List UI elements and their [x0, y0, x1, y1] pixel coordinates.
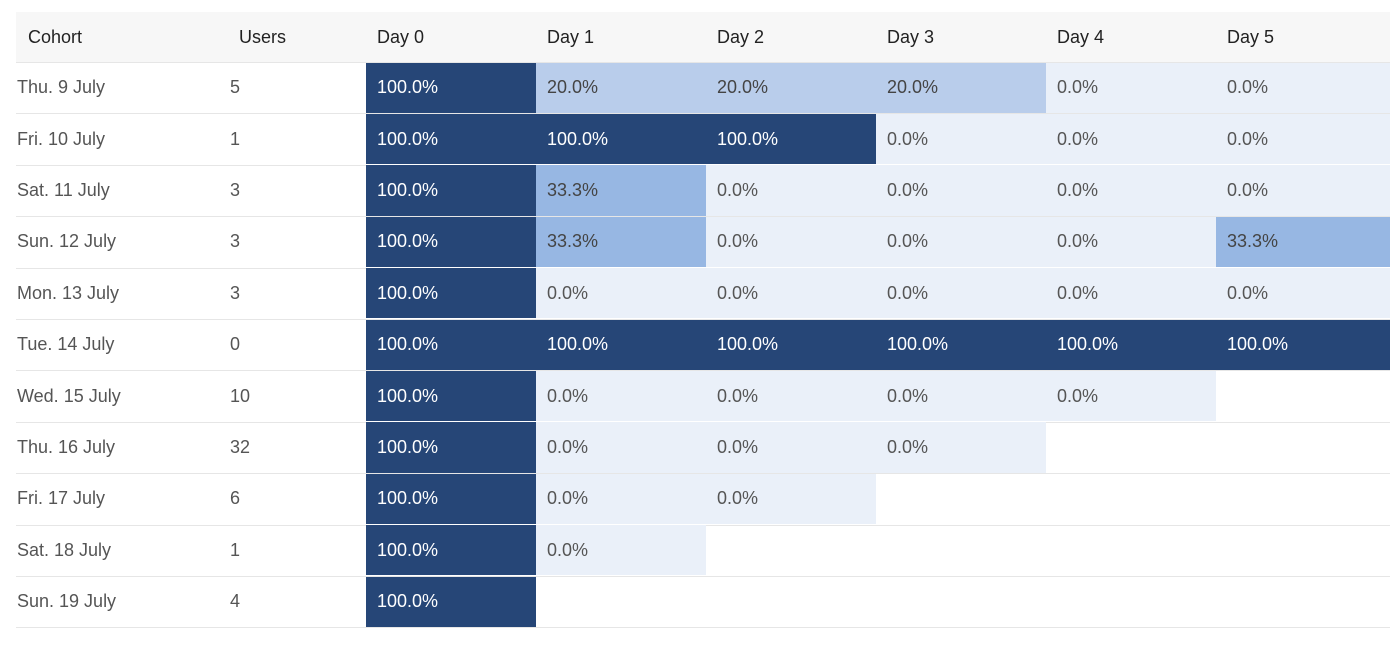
retention-cell: 33.3% — [536, 165, 706, 216]
user-count: 32 — [230, 436, 251, 457]
user-count: 0 — [230, 334, 241, 355]
row-divider — [16, 627, 1390, 629]
column-header: Users — [239, 26, 287, 47]
cohort-label: Sun. 19 July — [17, 591, 117, 612]
cohort-label: Sun. 12 July — [17, 231, 117, 252]
retention-cell: 0.0% — [1216, 62, 1390, 113]
retention-cell: 0.0% — [876, 422, 1046, 473]
retention-cell: 100.0% — [1216, 319, 1390, 370]
cohort-label: Thu. 16 July — [17, 436, 116, 457]
retention-cell: 0.0% — [1216, 165, 1390, 216]
column-header: Day 1 — [547, 26, 595, 47]
column-header: Day 5 — [1227, 26, 1275, 47]
retention-cell: 0.0% — [876, 370, 1046, 422]
cohort-label: Thu. 9 July — [17, 77, 106, 98]
retention-cell: 0.0% — [876, 165, 1046, 216]
column-header: Day 3 — [887, 26, 935, 47]
retention-cell: 20.0% — [706, 62, 876, 113]
retention-cell: 0.0% — [1046, 113, 1216, 165]
retention-cell: 20.0% — [876, 62, 1046, 113]
retention-cell: 100.0% — [366, 422, 536, 473]
retention-cell: 0.0% — [1046, 216, 1216, 268]
user-count: 4 — [230, 591, 241, 612]
column-header: Day 4 — [1057, 26, 1105, 47]
cohort-label: Tue. 14 July — [17, 334, 115, 355]
retention-cell: 100.0% — [366, 576, 536, 627]
retention-cell: 100.0% — [876, 319, 1046, 370]
user-count: 3 — [230, 282, 241, 303]
retention-cell: 0.0% — [1046, 370, 1216, 422]
retention-cell: 0.0% — [1046, 62, 1216, 113]
retention-cell: 100.0% — [366, 319, 536, 370]
retention-cell: 100.0% — [366, 525, 536, 576]
retention-cell: 100.0% — [1046, 319, 1216, 370]
cohort-label: Fri. 10 July — [17, 128, 106, 149]
retention-cell: 100.0% — [536, 113, 706, 165]
retention-cell: 0.0% — [536, 473, 706, 525]
user-count: 1 — [230, 128, 241, 149]
retention-cell: 0.0% — [706, 268, 876, 319]
retention-cell: 0.0% — [706, 165, 876, 216]
retention-cell: 0.0% — [706, 216, 876, 268]
cohort-label: Sat. 18 July — [17, 539, 112, 560]
cohort-label: Sat. 11 July — [17, 179, 110, 200]
retention-cell: 100.0% — [366, 216, 536, 268]
retention-cell: 0.0% — [876, 216, 1046, 268]
retention-cell: 100.0% — [366, 473, 536, 525]
cohort-label: Fri. 17 July — [17, 488, 106, 509]
retention-cell: 0.0% — [1216, 268, 1390, 319]
cohort-label: Mon. 13 July — [17, 282, 120, 303]
retention-cell: 100.0% — [706, 319, 876, 370]
user-count: 10 — [230, 385, 251, 406]
retention-cell: 0.0% — [536, 525, 706, 576]
retention-cell: 0.0% — [1046, 165, 1216, 216]
retention-cell: 100.0% — [366, 268, 536, 319]
retention-cell: 0.0% — [876, 268, 1046, 319]
retention-cell: 0.0% — [876, 113, 1046, 165]
row-divider — [16, 576, 1390, 577]
retention-cell: 100.0% — [366, 165, 536, 216]
user-count: 5 — [230, 77, 241, 98]
retention-cell: 0.0% — [536, 422, 706, 473]
retention-cell: 0.0% — [706, 370, 876, 422]
retention-cell: 0.0% — [1216, 113, 1390, 165]
user-count: 3 — [230, 179, 241, 200]
retention-cell: 0.0% — [536, 370, 706, 422]
retention-cell: 0.0% — [706, 473, 876, 525]
retention-cell: 100.0% — [366, 113, 536, 165]
retention-cell: 0.0% — [1046, 268, 1216, 319]
user-count: 1 — [230, 539, 241, 560]
retention-cell: 100.0% — [366, 62, 536, 113]
user-count: 6 — [230, 488, 241, 509]
retention-cell: 100.0% — [366, 370, 536, 422]
cohort-label: Wed. 15 July — [17, 385, 121, 406]
retention-cell: 33.3% — [536, 216, 706, 268]
retention-cell: 100.0% — [536, 319, 706, 370]
retention-cell: 20.0% — [536, 62, 706, 113]
column-header: Day 0 — [377, 26, 425, 47]
user-count: 3 — [230, 231, 241, 252]
column-header: Day 2 — [717, 26, 765, 47]
retention-cell: 33.3% — [1216, 216, 1390, 268]
retention-cell: 0.0% — [536, 268, 706, 319]
column-header: Cohort — [28, 26, 83, 47]
retention-cell: 100.0% — [706, 113, 876, 165]
retention-cell: 0.0% — [706, 422, 876, 473]
